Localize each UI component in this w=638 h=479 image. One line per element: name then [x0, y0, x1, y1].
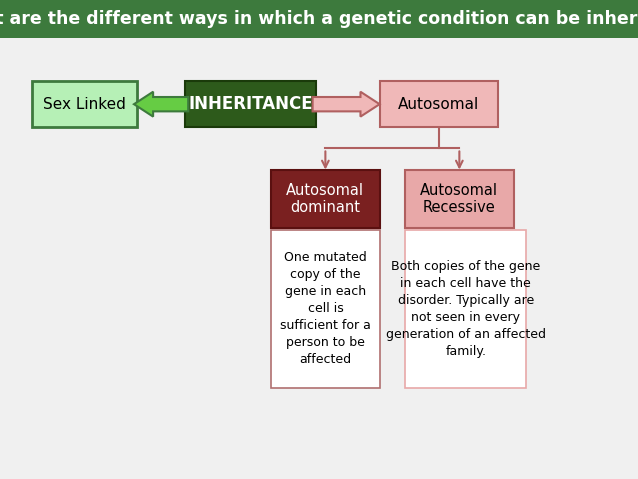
- Text: One mutated
copy of the
gene in each
cell is
sufficient for a
person to be
affec: One mutated copy of the gene in each cel…: [280, 251, 371, 366]
- FancyBboxPatch shape: [185, 81, 316, 127]
- FancyArrow shape: [134, 92, 188, 117]
- FancyBboxPatch shape: [271, 230, 380, 388]
- Text: INHERITANCE: INHERITANCE: [188, 95, 313, 113]
- FancyBboxPatch shape: [405, 230, 526, 388]
- Text: Autosomal: Autosomal: [398, 97, 479, 112]
- FancyBboxPatch shape: [32, 81, 137, 127]
- Text: What are the different ways in which a genetic condition can be inherited?: What are the different ways in which a g…: [0, 10, 638, 28]
- FancyBboxPatch shape: [0, 0, 638, 38]
- Text: Sex Linked: Sex Linked: [43, 97, 126, 112]
- FancyBboxPatch shape: [380, 81, 498, 127]
- FancyBboxPatch shape: [405, 170, 514, 228]
- Text: Autosomal
dominant: Autosomal dominant: [286, 182, 364, 215]
- FancyBboxPatch shape: [271, 170, 380, 228]
- Text: Autosomal
Recessive: Autosomal Recessive: [420, 182, 498, 215]
- FancyArrow shape: [313, 92, 380, 117]
- Text: Both copies of the gene
in each cell have the
disorder. Typically are
not seen i: Both copies of the gene in each cell hav…: [386, 260, 545, 358]
